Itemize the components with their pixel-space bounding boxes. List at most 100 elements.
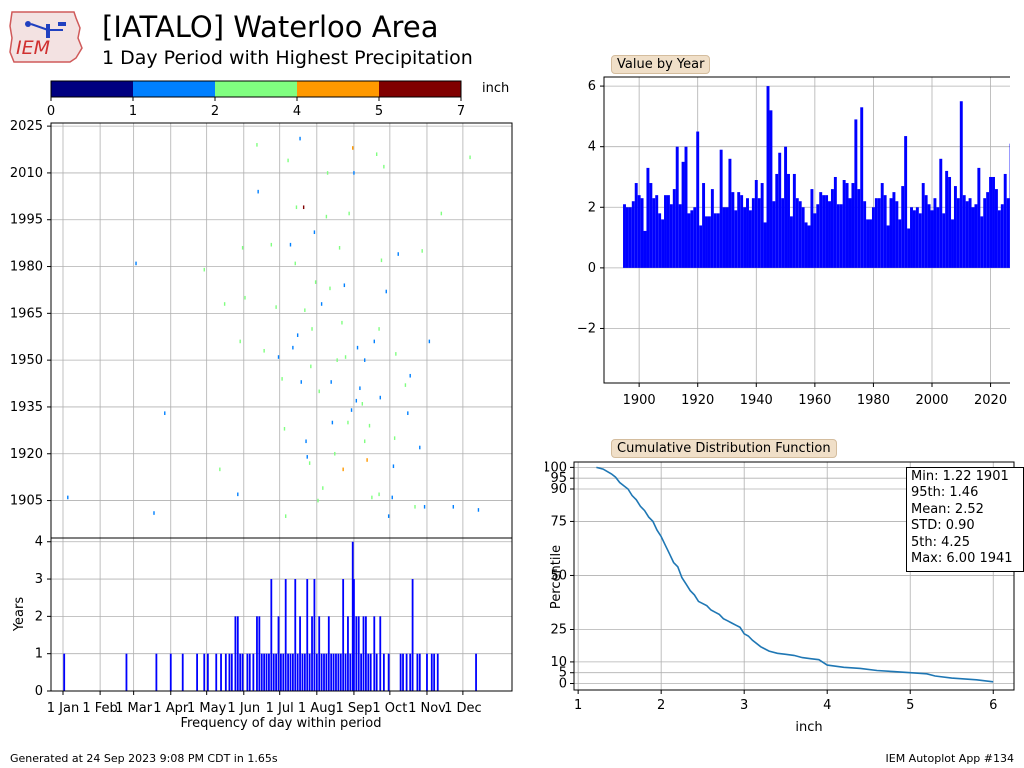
fr-bar bbox=[332, 653, 335, 691]
vby-bar bbox=[675, 146, 679, 268]
fr-xtick-label: 1 Oct bbox=[372, 701, 407, 716]
hm-point bbox=[385, 289, 387, 294]
hm-point bbox=[302, 205, 305, 210]
hm-point bbox=[348, 211, 350, 216]
hm-ytick-label: 1980 bbox=[10, 260, 43, 275]
fr-bar bbox=[409, 653, 412, 691]
fr-bar bbox=[349, 653, 352, 691]
hm-point bbox=[320, 302, 323, 306]
fr-bar bbox=[313, 579, 316, 691]
fr-bar bbox=[351, 541, 354, 691]
hm-point bbox=[393, 436, 396, 440]
vby-bar bbox=[924, 195, 928, 268]
hm-point bbox=[292, 345, 294, 350]
fr-bar bbox=[252, 653, 255, 691]
fr-bar bbox=[430, 653, 433, 691]
hm-point bbox=[322, 486, 324, 490]
vby-bar bbox=[851, 183, 855, 268]
colorbar-frame bbox=[50, 80, 462, 98]
vby-bar bbox=[921, 183, 925, 268]
vby-bar bbox=[877, 198, 881, 268]
stat-min: Min: 1.22 1901 bbox=[911, 469, 1009, 484]
vby-bar bbox=[992, 176, 995, 268]
vby-xtick-label: 1900 bbox=[623, 393, 656, 408]
hm-point bbox=[281, 377, 283, 381]
vby-bar bbox=[983, 198, 987, 268]
fr-bar bbox=[294, 579, 297, 691]
vby-bar bbox=[702, 183, 706, 268]
cdf-title: Cumulative Distribution Function bbox=[611, 439, 837, 458]
hm-point bbox=[313, 230, 316, 235]
hm-ytick-label: 2010 bbox=[10, 166, 43, 181]
fr-bar bbox=[411, 579, 414, 691]
footer-generated: Generated at 24 Sep 2023 9:08 PM CDT in … bbox=[10, 752, 278, 765]
hm-point bbox=[256, 143, 258, 147]
cdf-series-line bbox=[596, 466, 994, 683]
vby-bar bbox=[1000, 204, 1004, 268]
logo-text: IEM bbox=[16, 37, 50, 59]
fr-bar bbox=[330, 653, 333, 691]
colorbar-bin-2 bbox=[215, 81, 297, 97]
vby-bar bbox=[734, 210, 738, 268]
fr-bar bbox=[436, 653, 439, 691]
cdf-ytick-label: 50 bbox=[550, 568, 567, 583]
fr-bar bbox=[246, 653, 249, 691]
fr-xtick-label: 1 May bbox=[187, 701, 227, 716]
hm-point bbox=[331, 420, 334, 425]
vby-ytick-label: 6 bbox=[588, 79, 596, 94]
fr-bar bbox=[224, 653, 227, 691]
vby-bar bbox=[672, 189, 676, 268]
vby-xtick-label: 1980 bbox=[857, 393, 890, 408]
hm-point bbox=[336, 358, 338, 362]
colorbar-bin-1 bbox=[133, 81, 215, 97]
fr-bar bbox=[287, 653, 289, 691]
hm-point bbox=[380, 258, 383, 263]
hm-point bbox=[296, 333, 299, 337]
hm-point bbox=[329, 286, 331, 291]
vby-bar bbox=[763, 222, 767, 268]
fr-bar bbox=[416, 653, 419, 691]
hm-ytick-label: 1965 bbox=[10, 306, 43, 321]
vby-bar bbox=[640, 198, 644, 268]
vby-bar bbox=[915, 207, 919, 268]
vby-bar bbox=[977, 167, 981, 268]
fr-xtick-label: 1 Feb bbox=[82, 701, 117, 716]
fr-bar bbox=[367, 653, 370, 691]
stat-95th: 95th: 1.46 bbox=[911, 485, 979, 501]
hm-point bbox=[428, 339, 431, 344]
colorbar-tick-label: 5 bbox=[375, 104, 383, 116]
hm-point bbox=[373, 339, 375, 344]
vby-bar bbox=[722, 207, 726, 268]
hm-point bbox=[391, 495, 393, 500]
fr-bar bbox=[239, 653, 242, 691]
vby-bar bbox=[989, 176, 993, 268]
fr-bar bbox=[339, 653, 342, 691]
vby-bar bbox=[693, 207, 697, 268]
hm-point bbox=[318, 389, 320, 394]
fr-bar bbox=[236, 616, 239, 691]
hm-point bbox=[404, 383, 407, 387]
fr-bar bbox=[241, 653, 244, 691]
fr-bar bbox=[181, 653, 184, 691]
fr-bar bbox=[433, 653, 436, 691]
hm-point bbox=[352, 146, 354, 150]
fr-bar bbox=[63, 653, 66, 691]
fr-bar bbox=[196, 653, 198, 691]
hm-point bbox=[67, 495, 69, 500]
vby-bar bbox=[918, 213, 922, 268]
fr-bar bbox=[387, 653, 390, 691]
fr-bar bbox=[248, 653, 251, 691]
fr-bar bbox=[291, 653, 294, 691]
vby-bar bbox=[766, 86, 770, 268]
fr-bar bbox=[315, 653, 318, 691]
fr-bar bbox=[155, 653, 158, 691]
cdf-xtick-label: 3 bbox=[740, 698, 748, 713]
vby-bar bbox=[643, 230, 647, 268]
vby-bar bbox=[707, 216, 711, 268]
vby-bar bbox=[880, 183, 884, 268]
vby-bar bbox=[1006, 198, 1010, 268]
fr-bar bbox=[418, 653, 421, 691]
vby-bar bbox=[769, 110, 773, 268]
cdf-ytick-label: 95 bbox=[550, 471, 567, 486]
fr-bar bbox=[228, 653, 231, 691]
